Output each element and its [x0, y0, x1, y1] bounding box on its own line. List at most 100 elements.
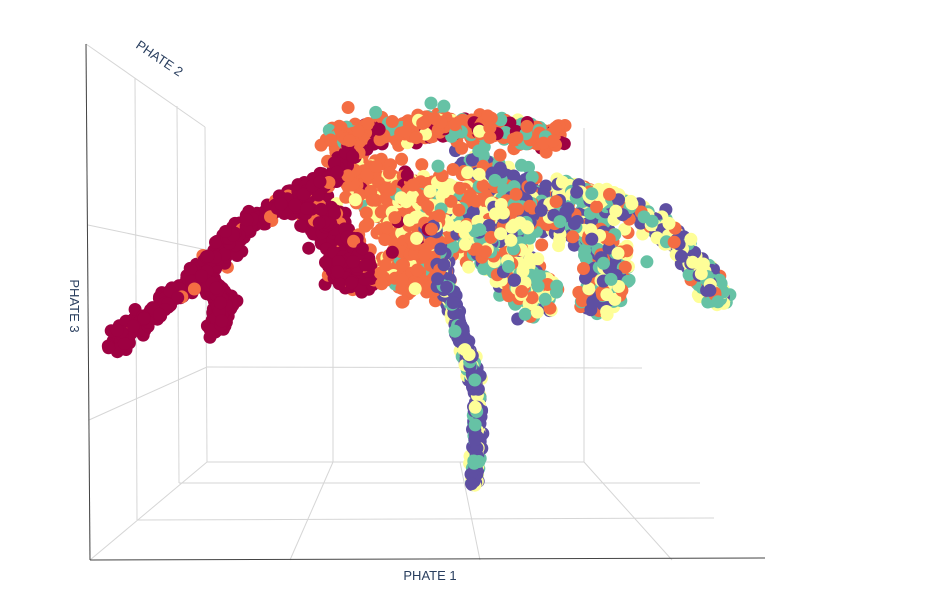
data-point [488, 173, 502, 187]
data-point [600, 305, 614, 318]
data-point [468, 418, 482, 432]
data-point [410, 263, 424, 277]
data-point [398, 125, 412, 139]
data-point [468, 433, 482, 447]
data-point [406, 178, 420, 192]
data-point [424, 222, 438, 236]
data-point [302, 241, 316, 255]
data-point [360, 168, 374, 182]
data-point [600, 288, 614, 302]
data-point [494, 198, 508, 211]
z-axis-title: PHATE 3 [67, 279, 82, 332]
data-point [319, 255, 332, 269]
data-point [459, 220, 473, 234]
data-point [518, 307, 532, 321]
data-point [328, 206, 341, 220]
data-point [102, 341, 116, 355]
data-point [468, 373, 482, 387]
data-point [618, 260, 632, 274]
data-point [516, 264, 530, 278]
data-point [332, 277, 346, 291]
data-point [187, 282, 201, 296]
data-point [538, 292, 552, 306]
data-point [358, 219, 372, 233]
data-point [467, 456, 481, 470]
data-point [424, 96, 438, 110]
data-point [515, 158, 528, 172]
data-point [488, 207, 502, 221]
data-point [550, 279, 564, 293]
data-point [446, 163, 460, 176]
data-point [369, 160, 383, 173]
data-point [366, 193, 379, 207]
data-point [640, 255, 654, 269]
data-point [230, 249, 244, 262]
data-point [448, 324, 462, 338]
data-point [469, 194, 483, 208]
data-point [645, 214, 659, 228]
data-point [604, 272, 618, 286]
data-point [455, 141, 469, 155]
data-point [409, 131, 423, 145]
data-point [359, 206, 373, 220]
data-point [494, 227, 508, 241]
data-point [555, 175, 569, 189]
data-point [184, 264, 198, 277]
data-point [314, 138, 328, 152]
data-point [586, 295, 600, 309]
data-point [502, 260, 515, 273]
data-point [535, 238, 549, 252]
data-point [585, 187, 599, 201]
data-point [625, 197, 639, 211]
data-point [395, 152, 409, 166]
data-point [559, 205, 573, 219]
data-point [378, 233, 392, 247]
data-point [511, 202, 525, 216]
data-point [209, 281, 223, 295]
data-point [472, 144, 486, 158]
data-point [372, 122, 386, 136]
data-point [531, 252, 545, 266]
data-point [448, 118, 462, 132]
data-point [369, 105, 383, 119]
data-point [437, 258, 451, 272]
data-point [473, 223, 487, 237]
data-point [618, 222, 632, 236]
data-point [373, 133, 387, 147]
data-point [346, 255, 360, 269]
data-point [462, 348, 476, 362]
data-point [215, 314, 229, 328]
data-point [667, 235, 681, 249]
data-point [465, 477, 478, 491]
data-point [567, 217, 581, 230]
data-point [137, 311, 151, 325]
data-point [477, 262, 491, 276]
data-point [296, 187, 310, 201]
scatter-points [101, 96, 737, 492]
data-point [582, 282, 596, 296]
data-point [314, 202, 328, 216]
data-point [421, 200, 435, 213]
data-point [437, 185, 451, 199]
data-point [515, 285, 529, 298]
data-point [458, 237, 472, 251]
data-point [611, 246, 625, 260]
data-point [300, 202, 314, 215]
data-point [331, 265, 345, 279]
data-point [396, 295, 410, 309]
data-point [348, 193, 362, 207]
data-point [694, 267, 708, 281]
data-point [395, 273, 409, 287]
data-point [465, 153, 479, 167]
data-point [434, 242, 448, 256]
data-point [508, 273, 521, 287]
data-point [446, 296, 460, 310]
data-point [341, 169, 355, 183]
data-point [346, 149, 360, 163]
data-point [394, 191, 408, 205]
data-point [203, 330, 217, 344]
data-point [332, 255, 346, 268]
data-point [171, 291, 185, 305]
data-point [219, 225, 232, 238]
